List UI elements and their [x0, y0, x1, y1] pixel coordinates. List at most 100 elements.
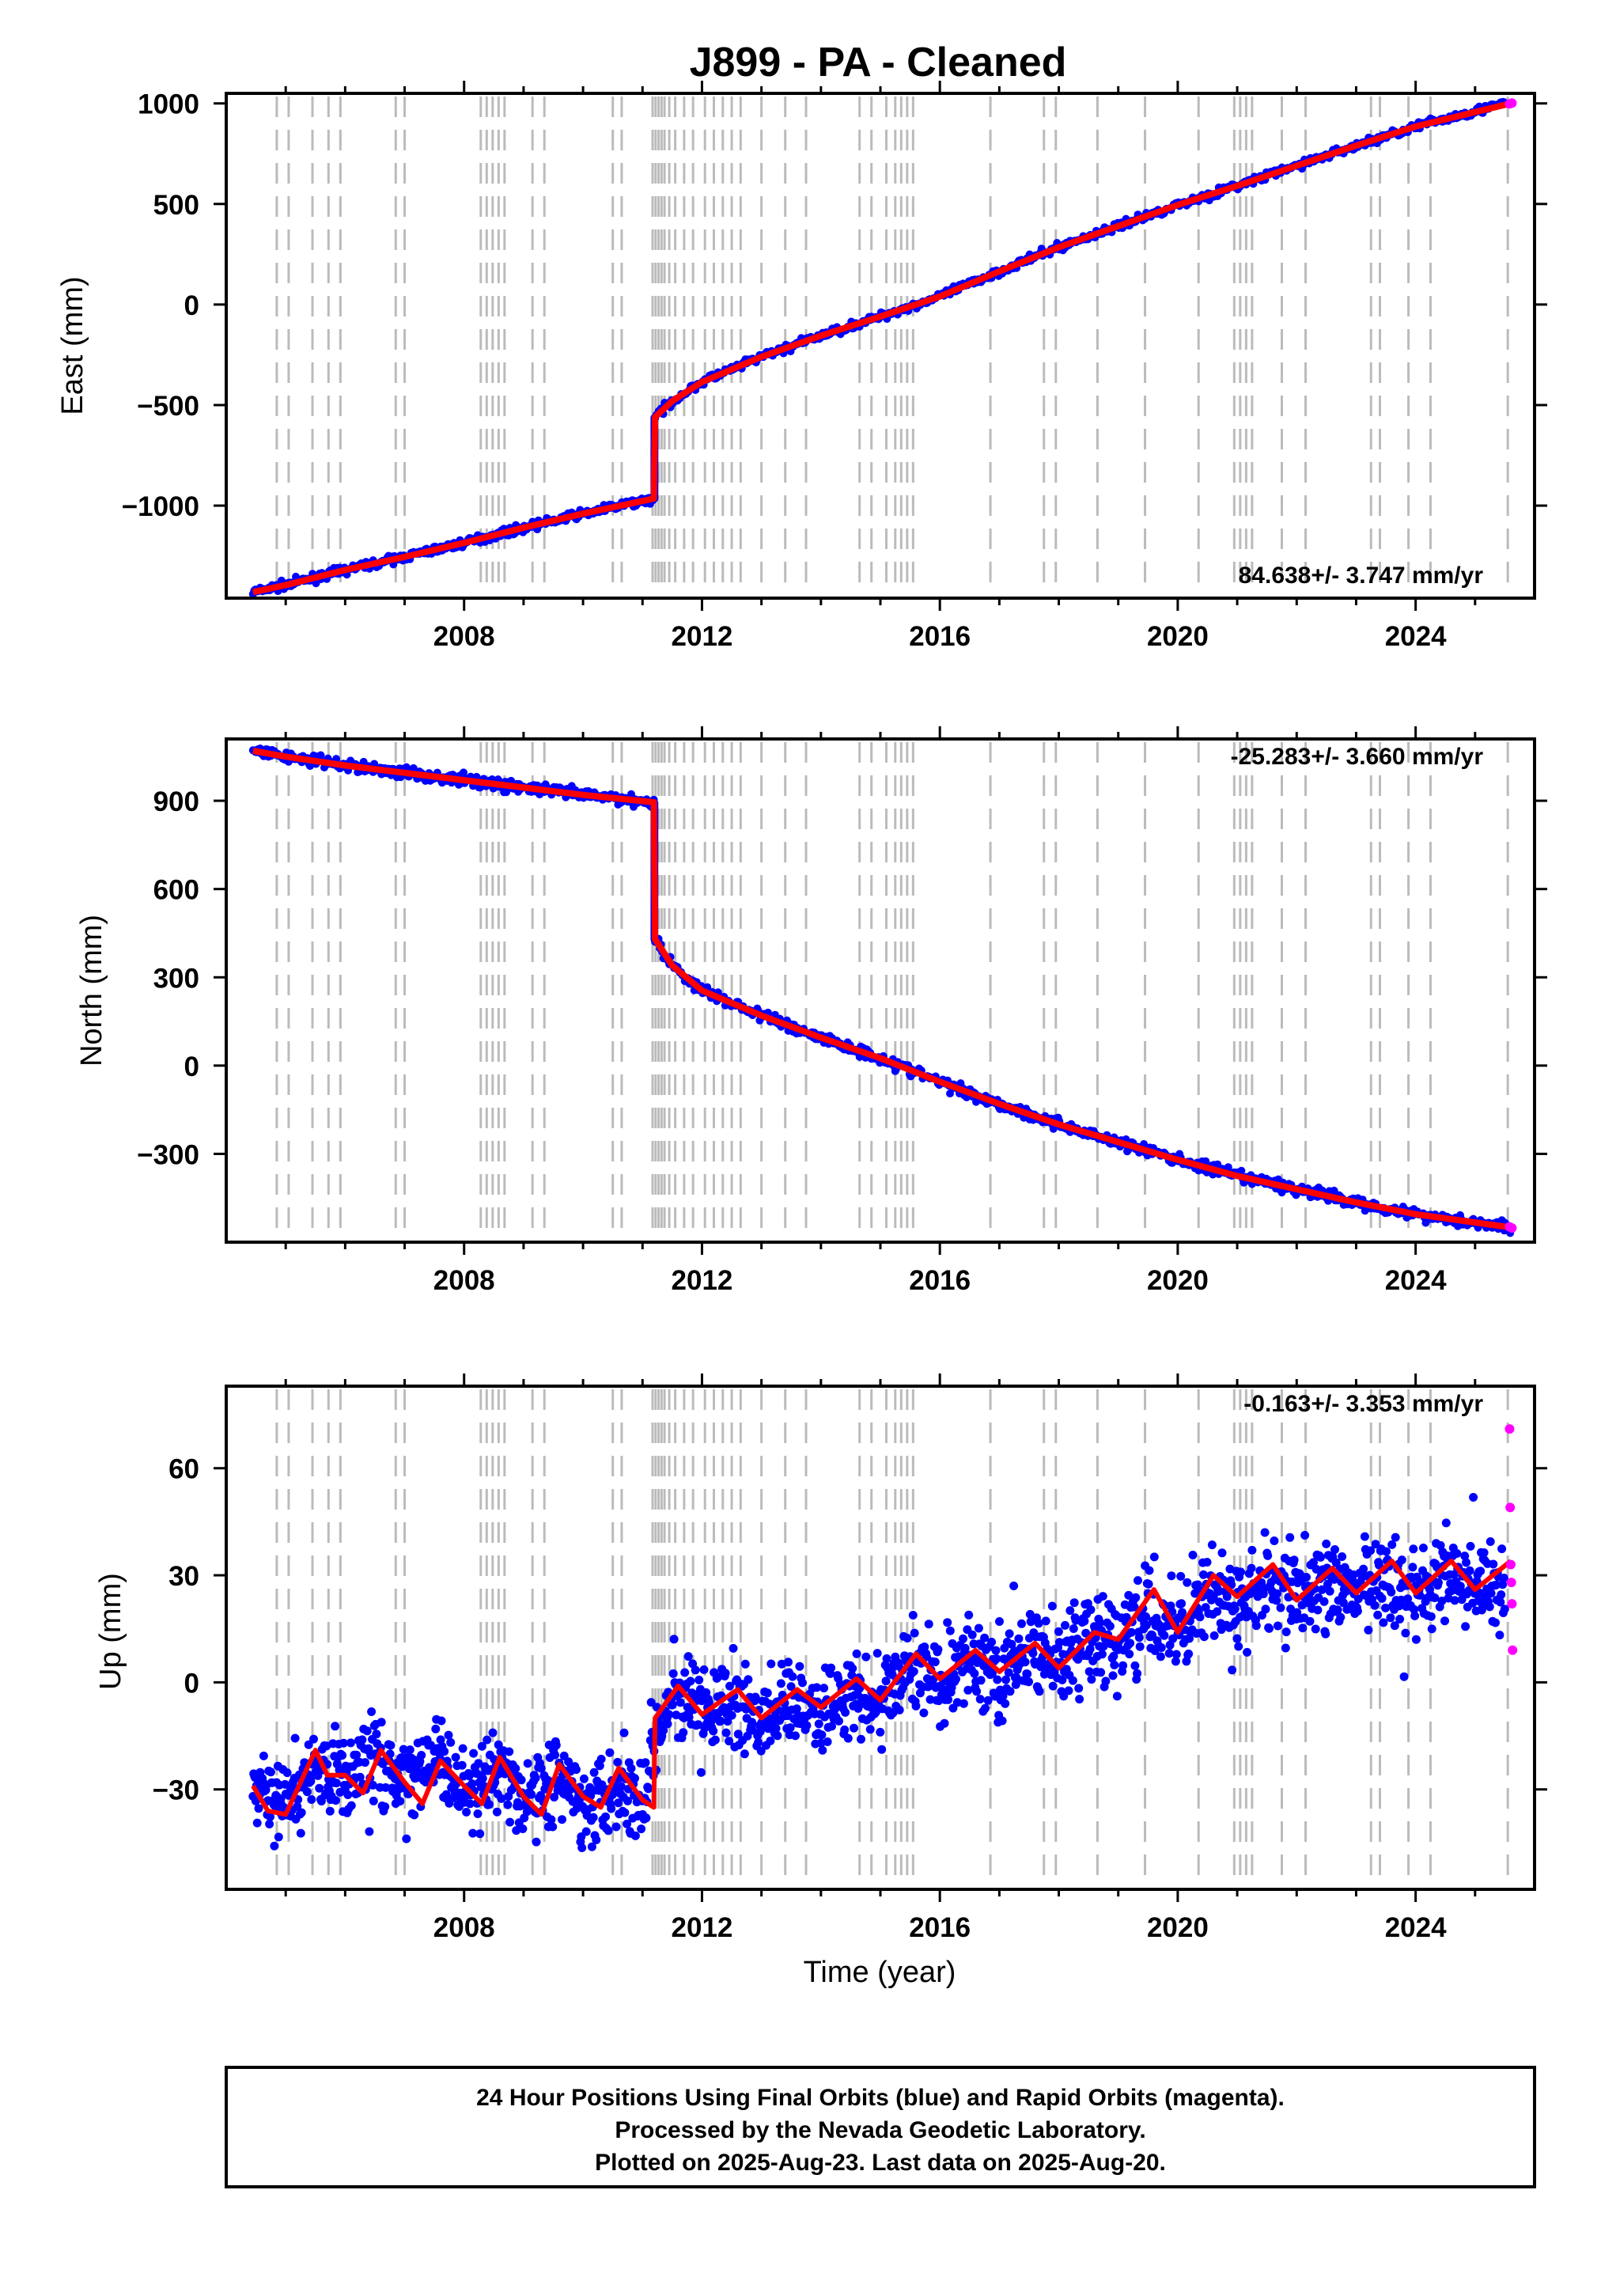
up-data-point — [740, 1749, 749, 1759]
up-data-point — [1023, 1669, 1032, 1679]
up-data-point — [1001, 1675, 1011, 1684]
up-data-point — [841, 1707, 850, 1717]
up-data-point — [468, 1828, 478, 1838]
up-data-point — [785, 1723, 795, 1733]
up-data-point — [478, 1774, 487, 1783]
up-data-point — [1069, 1624, 1078, 1633]
up-data-point — [1134, 1633, 1144, 1642]
up-data-point — [338, 1751, 347, 1760]
up-data-point — [1014, 1634, 1024, 1643]
up-data-point — [293, 1802, 302, 1811]
up-data-point — [315, 1783, 324, 1793]
up-data-point — [494, 1740, 503, 1749]
up-data-point — [254, 1804, 263, 1813]
up-data-point — [607, 1804, 616, 1813]
up-data-point — [1061, 1620, 1069, 1630]
up-data-point — [587, 1842, 596, 1851]
up-data-point — [850, 1723, 858, 1733]
east-x-tick-label: 2008 — [433, 621, 495, 652]
up-data-point — [527, 1790, 536, 1799]
up-data-point — [1338, 1552, 1347, 1561]
up-data-point — [1395, 1615, 1405, 1623]
north-y-tick-label: 900 — [153, 786, 199, 817]
up-data-point — [1133, 1669, 1142, 1678]
up-data-point — [1323, 1579, 1332, 1589]
up-data-point — [1065, 1606, 1075, 1616]
up-data-point — [1064, 1686, 1073, 1695]
up-data-point — [699, 1665, 709, 1674]
up-data-point — [532, 1837, 541, 1847]
up-data-point — [1281, 1643, 1290, 1653]
up-rapid-point — [1507, 1599, 1517, 1609]
up-data-point — [282, 1768, 292, 1778]
up-data-point — [343, 1790, 353, 1799]
up-data-point — [1399, 1672, 1409, 1681]
up-data-point — [551, 1741, 561, 1750]
up-data-point — [840, 1725, 850, 1734]
up-data-point — [754, 1737, 763, 1747]
up-data-point — [970, 1669, 979, 1678]
up-data-point — [436, 1735, 445, 1745]
up-data-point — [446, 1737, 456, 1747]
east-y-tick-label: 500 — [153, 190, 199, 221]
up-data-point — [467, 1779, 477, 1788]
up-data-point — [695, 1675, 704, 1684]
up-data-point — [872, 1649, 882, 1658]
up-data-point — [1381, 1603, 1391, 1612]
up-data-point — [474, 1759, 483, 1768]
up-data-point — [740, 1659, 750, 1669]
up-data-point — [1465, 1566, 1474, 1575]
up-data-point — [431, 1724, 441, 1733]
up-data-point — [475, 1829, 485, 1839]
up-y-tick-label: −30 — [153, 1775, 199, 1806]
north-rate-label: -25.283+/- 3.660 mm/yr — [1231, 744, 1484, 770]
up-data-point — [1270, 1536, 1279, 1545]
up-data-point — [1101, 1677, 1111, 1686]
up-data-point — [1476, 1567, 1486, 1576]
up-data-point — [991, 1646, 1001, 1655]
north-plot-frame — [225, 737, 1536, 1244]
up-data-point — [1135, 1642, 1145, 1651]
up-data-point — [1336, 1612, 1346, 1622]
up-data-point — [380, 1802, 390, 1812]
up-data-point — [1084, 1667, 1094, 1677]
footer-line-1: 24 Hour Positions Using Final Orbits (bl… — [476, 2085, 1285, 2111]
up-data-point — [1020, 1658, 1030, 1667]
up-data-point — [361, 1758, 369, 1767]
up-data-point — [819, 1684, 829, 1693]
up-data-point — [1498, 1580, 1508, 1589]
up-data-point — [922, 1652, 931, 1661]
east-y-tick-label: 1000 — [138, 89, 199, 120]
up-data-point — [372, 1730, 381, 1739]
up-data-point — [1281, 1627, 1291, 1637]
up-data-point — [642, 1813, 651, 1823]
up-data-point — [1300, 1531, 1310, 1540]
up-data-point — [1130, 1661, 1140, 1670]
up-data-point — [290, 1733, 300, 1743]
up-rapid-point — [1504, 1424, 1515, 1434]
up-data-point — [1108, 1671, 1118, 1680]
up-data-point — [1390, 1621, 1399, 1631]
up-data-point — [1496, 1597, 1505, 1607]
east-y-tick-label: −1000 — [122, 491, 199, 522]
up-data-point — [1183, 1578, 1192, 1587]
north-y-tick-label: 300 — [153, 963, 199, 994]
up-data-point — [358, 1735, 367, 1745]
north-data-point — [1237, 1166, 1246, 1175]
up-data-point — [1126, 1627, 1136, 1637]
up-data-point — [1069, 1598, 1079, 1608]
up-data-point — [773, 1731, 782, 1741]
up-data-point — [1199, 1632, 1209, 1642]
up-data-point — [1236, 1567, 1245, 1577]
up-data-point — [581, 1827, 591, 1836]
up-data-point — [903, 1634, 912, 1642]
up-data-point — [960, 1643, 970, 1653]
up-data-point — [993, 1675, 1002, 1684]
up-data-point — [683, 1652, 693, 1661]
up-data-point — [440, 1747, 449, 1756]
up-data-point — [1124, 1590, 1134, 1600]
east-x-tick-label: 2016 — [909, 621, 971, 652]
up-data-point — [306, 1776, 316, 1786]
east-x-tick-label: 2012 — [672, 621, 733, 652]
